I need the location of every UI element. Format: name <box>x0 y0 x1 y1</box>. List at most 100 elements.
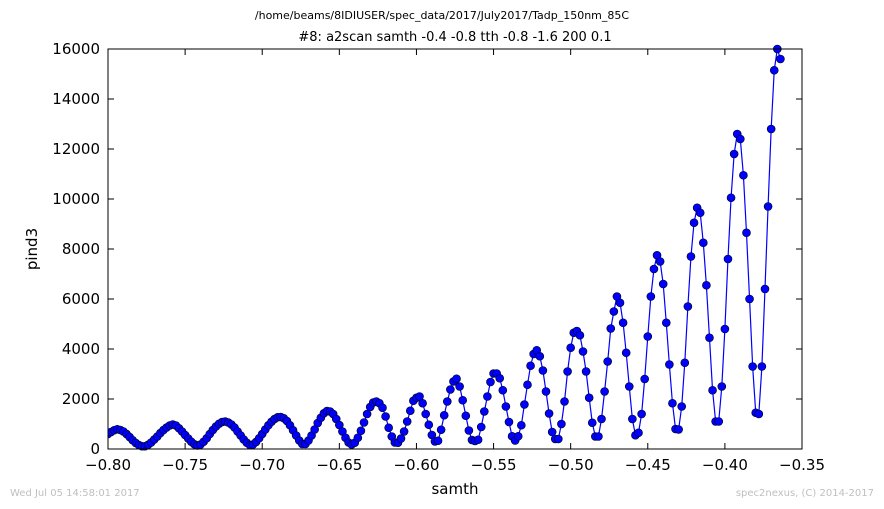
data-point <box>517 420 526 430</box>
data-point <box>597 414 606 424</box>
data-point <box>541 387 551 396</box>
data-point <box>736 134 745 144</box>
data-point <box>473 435 483 445</box>
data-point <box>763 202 773 211</box>
data-point <box>637 409 646 419</box>
data-point <box>698 238 708 248</box>
x-axis-label: samth <box>431 480 478 498</box>
x-tick-label: −0.70 <box>239 456 285 474</box>
data-point <box>754 409 764 419</box>
series-pind3 <box>108 44 785 451</box>
data-point <box>560 397 569 406</box>
data-point <box>658 279 668 289</box>
data-point <box>442 397 452 406</box>
data-point <box>378 403 387 413</box>
plot-frame <box>107 48 803 450</box>
y-tick-label: 4000 <box>62 340 100 358</box>
data-point <box>538 366 548 375</box>
y-tick-label: 10000 <box>52 190 100 208</box>
data-point <box>523 380 532 390</box>
data-point <box>776 54 785 64</box>
data-point <box>603 357 612 366</box>
data-point <box>446 385 455 394</box>
data-point <box>359 418 369 427</box>
data-point <box>479 407 489 416</box>
data-point <box>520 400 529 409</box>
data-point <box>418 398 427 408</box>
data-point <box>640 374 649 384</box>
data-point <box>483 392 492 401</box>
x-tick-label: −0.55 <box>471 456 517 474</box>
series-line <box>108 48 781 447</box>
figure-suptitle: /home/beams/8IDIUSER/spec_data/2017/July… <box>254 9 630 22</box>
data-point <box>476 422 486 432</box>
data-point <box>526 361 535 371</box>
y-axis-label: pind3 <box>23 228 41 270</box>
data-point <box>689 218 699 228</box>
data-point <box>544 409 554 418</box>
x-tick-label: −0.50 <box>548 456 594 474</box>
data-point <box>708 385 717 395</box>
data-point <box>421 409 431 419</box>
data-point <box>381 412 390 421</box>
data-point <box>433 436 443 446</box>
data-point <box>649 264 659 274</box>
data-point <box>581 367 591 376</box>
data-point <box>384 423 393 433</box>
data-point <box>606 324 616 333</box>
x-tick-label: −0.45 <box>625 456 671 474</box>
data-point <box>643 332 653 341</box>
x-tick-label: −0.80 <box>85 456 131 474</box>
data-point <box>745 294 754 304</box>
data-point <box>628 414 637 424</box>
data-point <box>424 420 434 430</box>
data-point <box>677 402 687 411</box>
data-point <box>695 208 705 218</box>
y-tick-label: 12000 <box>52 140 100 158</box>
data-point <box>766 124 776 134</box>
data-point <box>723 254 733 264</box>
data-point <box>661 318 671 328</box>
data-point <box>439 410 449 420</box>
data-point <box>501 402 511 411</box>
data-point <box>362 409 372 419</box>
footer-credit: spec2nexus, (C) 2014-2017 <box>735 488 874 499</box>
ticks-layer: −0.80 −0.75 −0.70 −0.65 −0.60 −0.55 −0.50 −0.45… <box>52 40 825 474</box>
data-point <box>587 418 597 428</box>
data-point <box>726 193 736 203</box>
data-point <box>575 330 585 340</box>
data-point <box>402 417 412 426</box>
series-layer <box>108 44 785 451</box>
data-point <box>665 360 674 369</box>
y-tick-label: 8000 <box>62 240 100 258</box>
data-point <box>578 347 588 356</box>
footer-timestamp: Wed Jul 05 14:58:01 2017 <box>10 488 140 499</box>
data-point <box>618 318 628 328</box>
data-point <box>563 367 572 376</box>
y-tick-label: 6000 <box>62 290 100 308</box>
data-point <box>600 387 609 396</box>
data-point <box>609 307 619 316</box>
data-point <box>452 374 461 384</box>
data-point <box>498 385 508 395</box>
data-point <box>615 298 625 308</box>
data-point <box>717 382 727 391</box>
data-point <box>748 362 757 371</box>
data-point <box>634 428 643 438</box>
y-tick-label: 16000 <box>52 40 100 58</box>
data-point <box>739 170 748 180</box>
data-point <box>436 425 446 435</box>
data-point <box>464 426 474 435</box>
data-point <box>405 406 415 416</box>
data-point <box>646 292 656 301</box>
y-tick-label: 14000 <box>52 90 100 108</box>
data-point <box>769 65 779 75</box>
data-point <box>504 417 514 427</box>
data-point <box>356 426 366 436</box>
data-point <box>683 302 693 311</box>
data-point <box>757 362 767 371</box>
data-point <box>729 149 739 159</box>
data-point <box>674 425 683 434</box>
data-point <box>566 343 575 353</box>
data-point <box>486 377 495 387</box>
